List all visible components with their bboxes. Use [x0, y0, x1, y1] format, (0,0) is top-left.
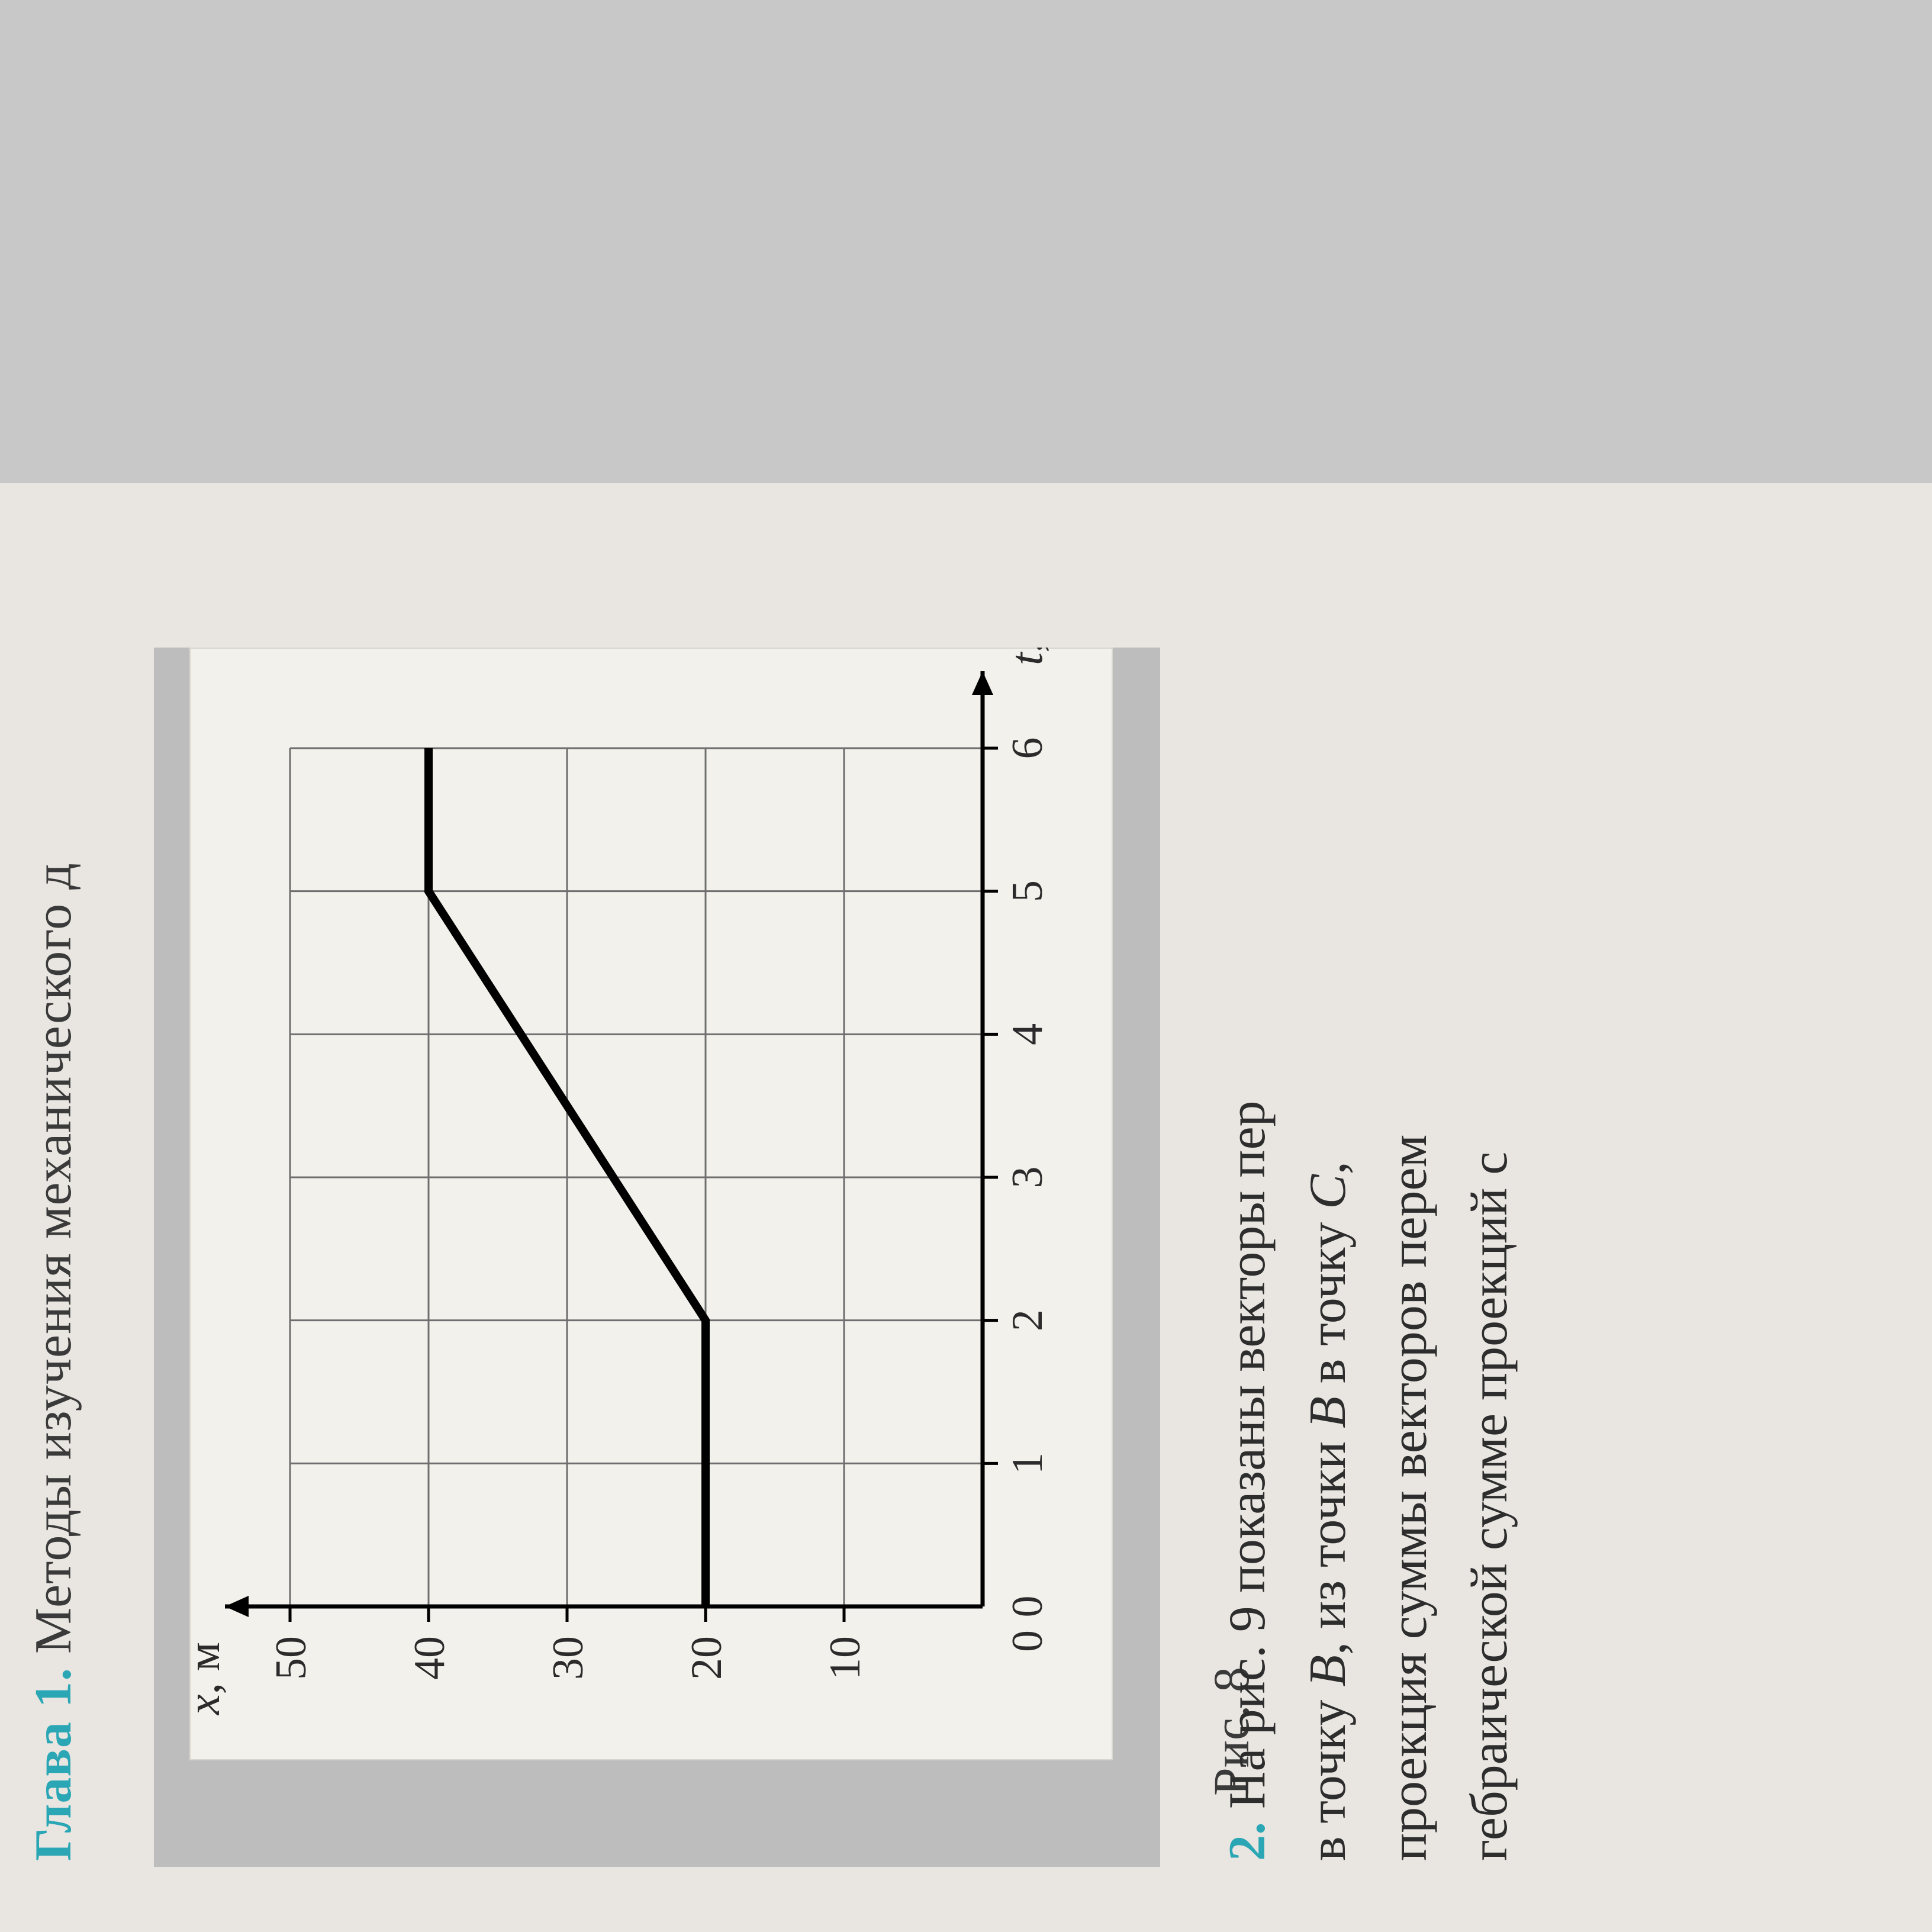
chapter-number: Глава 1. — [25, 1667, 82, 1861]
math-C: C — [1299, 1174, 1357, 1209]
math-B-2: B — [1299, 1396, 1357, 1428]
svg-text:6: 6 — [1003, 738, 1052, 759]
svg-text:50: 50 — [267, 1636, 315, 1680]
chart-card: 0 1 2 3 4 5 6 10 20 30 40 50 0 x, м t, с — [189, 648, 1113, 1760]
svg-text:0: 0 — [1003, 1630, 1052, 1652]
svg-text:t, с: t, с — [1000, 648, 1052, 665]
svg-text:4: 4 — [1003, 1023, 1052, 1045]
svg-text:20: 20 — [682, 1636, 731, 1680]
chapter-title: Методы изучения механического д — [25, 862, 82, 1654]
svg-text:3: 3 — [1003, 1167, 1052, 1189]
textbook-page: Глава 1. Методы изучения механического д… — [0, 483, 1932, 1932]
svg-text:2: 2 — [1003, 1309, 1052, 1331]
math-B-1: B — [1299, 1655, 1357, 1687]
svg-text:5: 5 — [1003, 880, 1052, 902]
paragraph-2: 2. На рис. 9 показаны векторы пер в точк… — [1208, 483, 1531, 1861]
svg-text:40: 40 — [405, 1636, 454, 1680]
svg-text:10: 10 — [821, 1636, 870, 1680]
chapter-heading: Глава 1. Методы изучения механического д — [24, 483, 83, 1861]
chart-xt: 0 1 2 3 4 5 6 10 20 30 40 50 0 x, м t, с — [189, 648, 1113, 1760]
item-number: 2. — [1219, 1822, 1276, 1861]
para-line-3: проекция суммы векторов перем — [1369, 483, 1450, 1861]
para-line-4: гебраической сумме проекций с — [1450, 483, 1530, 1861]
svg-text:1: 1 — [1003, 1453, 1052, 1474]
para-line-1: 2. На рис. 9 показаны векторы пер — [1208, 483, 1288, 1861]
para-text-1: На рис. 9 показаны векторы пер — [1219, 1100, 1276, 1809]
svg-text:30: 30 — [544, 1636, 593, 1680]
svg-text:x, м: x, м — [189, 1642, 229, 1715]
svg-text:0: 0 — [1003, 1596, 1052, 1618]
para-line-2: в точку B, из точки B в точку C, — [1288, 483, 1368, 1861]
